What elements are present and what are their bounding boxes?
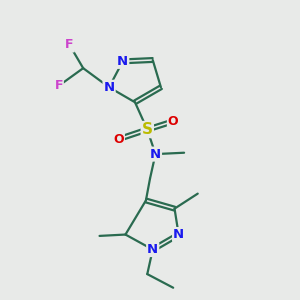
Text: O: O [168, 115, 178, 128]
Text: O: O [113, 133, 124, 146]
Text: N: N [150, 148, 161, 160]
Text: N: N [103, 81, 115, 94]
Text: F: F [65, 38, 74, 52]
Text: N: N [173, 228, 184, 241]
Text: N: N [147, 243, 158, 256]
Text: F: F [54, 80, 63, 92]
Text: N: N [117, 55, 128, 68]
Text: S: S [142, 122, 153, 137]
